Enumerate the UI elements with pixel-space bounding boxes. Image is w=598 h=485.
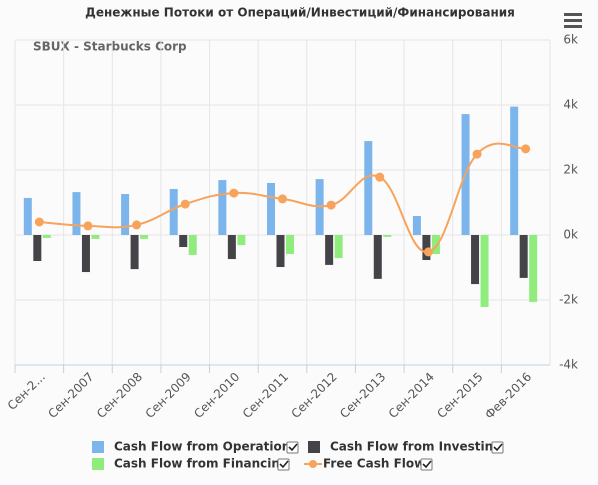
checkbox-box [286,441,299,454]
line-marker [423,247,433,257]
bar [422,235,431,261]
bar [121,194,130,235]
legend-item[interactable]: Cash Flow from Financing [92,457,290,471]
checkbox-box [491,441,504,454]
bar [81,235,90,273]
line-marker [34,217,44,227]
checkbox-box [420,458,433,471]
legend-symbol [92,441,104,453]
bar [480,235,489,307]
line-marker [83,221,93,231]
bar [237,235,246,246]
checkbox-check [422,460,432,469]
line-marker [132,220,142,230]
legend-item[interactable]: Cash Flow from Operations [92,440,299,454]
bar [325,235,334,265]
bar [140,235,149,239]
bar [72,192,81,235]
chart-subtitle: SBUX - Starbucks Corp [33,40,187,54]
line-marker [229,188,239,198]
y-tick-label: 6k [563,33,578,47]
y-tick-label: -4k [559,358,578,372]
menu-bar [564,19,582,22]
bar [431,235,440,255]
y-tick-label: 0k [563,228,578,242]
bar [510,106,519,235]
bar [267,183,275,235]
legend-symbol [92,458,104,470]
bar [23,197,32,235]
line-marker [521,144,531,154]
bar [364,141,373,235]
legend-label: Cash Flow from Financing [114,457,289,471]
bar [412,215,421,235]
menu-bar [564,25,582,28]
checkbox-box [277,458,290,471]
line-marker [278,194,287,204]
bar [383,235,392,237]
legend-marker [309,460,317,468]
y-tick-label: 2k [563,163,578,177]
chart-title: Денежные Потоки от Операций/Инвестиций/Ф… [85,6,515,20]
menu-button[interactable] [560,8,586,32]
legend-item[interactable]: Cash Flow from Investing [308,440,504,454]
legend-label: Cash Flow from Operations [114,440,297,454]
legend-label: Free Cash Flow [323,457,425,471]
menu-bar [564,13,582,16]
line [39,142,526,253]
bar [286,235,294,255]
legend-checkbox[interactable] [286,441,299,454]
legend-item[interactable]: Free Cash Flow [304,457,433,471]
bar [373,235,382,279]
bar [471,235,480,285]
checkbox-check [288,443,298,452]
bar [218,180,227,235]
checkbox-check [279,460,289,469]
bar [519,235,528,278]
bar [276,235,285,268]
bar [91,235,100,239]
line-marker [472,149,482,159]
bar [188,235,197,255]
bar [130,235,139,270]
legend-label: Cash Flow from Investing [330,440,502,454]
line-marker [326,200,336,210]
legend-symbol [308,441,320,453]
bar [529,235,538,302]
bar [227,235,236,260]
checkbox-check [493,443,503,452]
legend-checkbox[interactable] [277,458,290,471]
line-marker [180,199,190,209]
bar [169,189,178,235]
line-marker [375,172,385,182]
bar [334,235,343,259]
bar [42,235,51,238]
bar [179,235,188,248]
y-tick-label: 4k [563,98,578,112]
bar [33,235,42,261]
legend-checkbox[interactable] [491,441,504,454]
y-tick-label: -2k [559,293,578,307]
legend-checkbox[interactable] [420,458,433,471]
